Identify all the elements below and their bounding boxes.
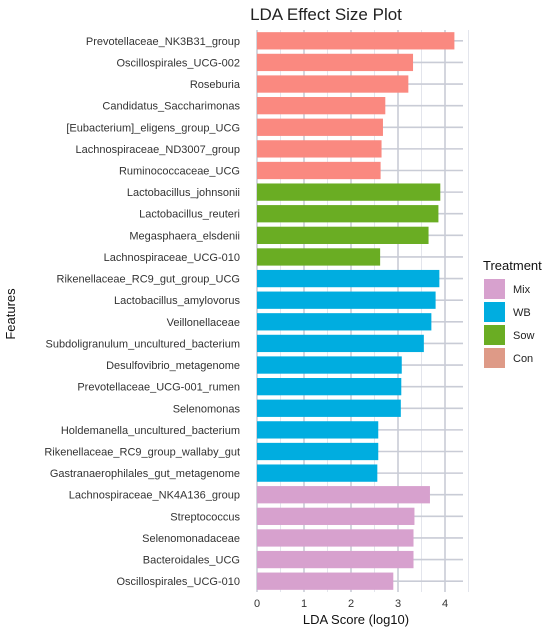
legend-swatch [484,279,505,299]
bars [257,32,455,590]
feature-label: Lactobacillus_johnsonii [127,187,240,199]
bar [257,226,429,244]
feature-label: Megasphaera_elsdenii [129,230,240,242]
legend-swatch [484,302,505,322]
feature-label: Bacteroidales_UCG [143,555,240,567]
bar [257,464,378,482]
feature-label: Holdemanella_uncultured_bacterium [61,425,240,437]
feature-label: Lactobacillus_reuteri [139,209,240,221]
bar [257,356,402,374]
feature-label: [Eubacterium]_eligens_group_UCG [66,122,240,134]
bar [257,291,436,309]
feature-label: Veillonellaceae [167,317,240,329]
feature-label: Gastranaerophilales_gut_metagenome [50,468,240,480]
x-axis-title: LDA Score (log10) [303,612,409,627]
feature-label: Lactobacillus_amylovorus [114,295,240,307]
feature-label: Candidatus_Saccharimonas [102,101,240,113]
bar [257,442,379,461]
bar [257,313,432,331]
feature-label: Desulfovibrio_metagenome [106,360,240,372]
x-axis-ticks: 0 1 2 3 4 [254,598,448,610]
x-tick-label: 1 [301,598,307,610]
bar [257,140,382,158]
bar [257,572,394,590]
bar [257,507,415,525]
feature-label: Streptococcus [170,511,240,523]
bar [257,118,383,136]
x-tick-label: 3 [395,598,401,610]
feature-label: Selenomonadaceae [142,533,240,545]
feature-label: Subdoligranulum_uncultured_bacterium [46,338,240,350]
bar [257,32,455,50]
legend-label: Sow [513,330,534,342]
bar [257,75,409,93]
feature-label: Selenomonas [173,403,241,415]
legend-label: Con [513,353,533,365]
bar [257,334,424,353]
y-axis-title: Features [3,288,18,340]
legend-label: Mix [513,284,531,296]
x-tick-label: 4 [442,598,448,610]
bar [257,161,381,180]
bar [257,486,430,504]
bar [257,53,414,72]
feature-label: Rikenellaceae_RC9_group_wallaby_gut [44,447,240,459]
feature-label: Roseburia [190,79,241,91]
feature-label: Oscillospirales_UCG-010 [117,576,241,588]
feature-labels: Prevotellaceae_NK3B31_group Oscillospiral… [44,36,241,588]
feature-label: Prevotellaceae_UCG-001_rumen [77,382,240,394]
feature-label: Rikenellaceae_RC9_gut_group_UCG [57,274,240,286]
bar [257,529,414,547]
bar [257,248,381,266]
feature-label: Lachnospiraceae_UCG-010 [104,252,240,264]
feature-label: Lachnospiraceae_ND3007_group [75,144,240,156]
feature-label: Ruminococcaceae_UCG [119,166,240,178]
bar [257,421,379,439]
x-tick-label: 2 [348,598,354,610]
bar [257,378,402,396]
feature-label: Prevotellaceae_NK3B31_group [86,36,240,48]
bar [257,269,440,288]
bar [257,399,401,417]
legend-swatch [484,348,505,368]
legend: Treatment Mix WB Sow Con [483,258,542,368]
bar [257,205,439,223]
feature-label: Lachnospiraceae_NK4A136_group [69,490,240,502]
legend-swatch [484,325,505,345]
bar [257,97,386,115]
x-tick-label: 0 [254,598,260,610]
bar [257,183,441,201]
chart-title: LDA Effect Size Plot [250,5,402,24]
legend-label: WB [513,307,531,319]
legend-title: Treatment [483,258,542,273]
bar [257,550,414,569]
feature-label: Oscillospirales_UCG-002 [117,57,241,69]
